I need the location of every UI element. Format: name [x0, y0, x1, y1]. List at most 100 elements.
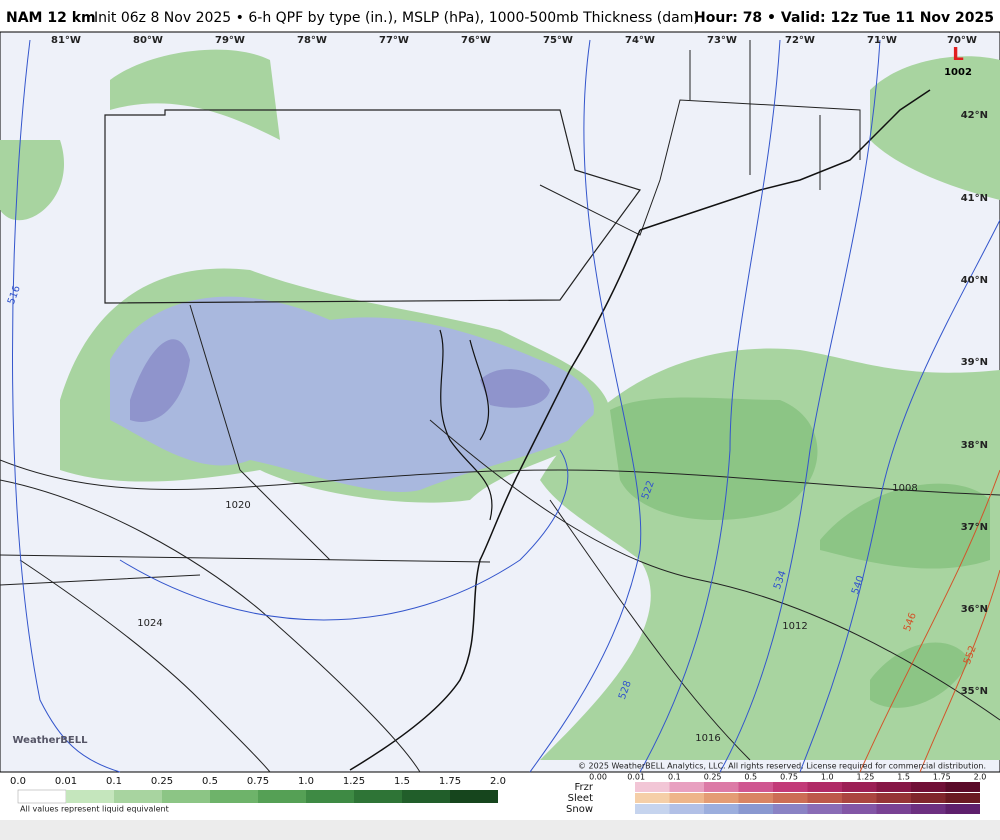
legend [17, 782, 980, 814]
legend-swatch [354, 790, 402, 803]
type-swatch [911, 793, 946, 803]
rain-tick-label: 0.25 [151, 776, 173, 787]
legend-swatch [258, 790, 306, 803]
rain-tick-label: 0.1 [106, 776, 122, 787]
coastline [349, 89, 931, 771]
longitude-label: 76°W [461, 35, 491, 46]
type-swatch [635, 804, 670, 814]
precip-rain [0, 49, 280, 221]
logo: WeatherBELL [12, 735, 88, 746]
valid-time: Hour: 78 • Valid: 12z Tue 11 Nov 2025 [694, 10, 994, 26]
latitude-label: 41°N [961, 193, 988, 204]
type-swatch [945, 804, 980, 814]
type-swatch [704, 782, 739, 792]
type-swatch [842, 804, 877, 814]
thickness-line-warm [859, 469, 1000, 773]
latitude-label: 40°N [961, 275, 988, 286]
state-border [104, 109, 641, 304]
type-tick-label: 1.25 [856, 773, 874, 782]
longitude-label: 78°W [297, 35, 327, 46]
rain-tick-label: 1.0 [298, 776, 314, 787]
type-tick-label: 2.0 [974, 773, 987, 782]
isobar [549, 499, 751, 761]
type-swatch [945, 782, 980, 792]
copyright: © 2025 WeatherBELL Analytics, LLC. All r… [578, 762, 986, 771]
type-swatch [738, 782, 773, 792]
longitude-label: 77°W [379, 35, 409, 46]
type-swatch [635, 782, 670, 792]
type-swatch [704, 793, 739, 803]
type-swatch [876, 782, 911, 792]
type-swatch [773, 793, 808, 803]
legend-swatch [17, 789, 67, 804]
rain-tick-label: 0.5 [202, 776, 218, 787]
type-swatch [945, 793, 980, 803]
rain-tick-label: 2.0 [490, 776, 506, 787]
rain-tick-label: 0.75 [247, 776, 269, 787]
thickness-line [639, 39, 781, 773]
rain-tick-label: 1.75 [439, 776, 461, 787]
legend-swatch [306, 790, 354, 803]
rain-tick-label: 0.0 [10, 776, 26, 787]
longitude-label: 81°W [51, 35, 81, 46]
thickness-line [799, 219, 1000, 773]
isobar [0, 459, 1000, 496]
rain-tick-label: 0.01 [55, 776, 77, 787]
type-tick-label: 0.00 [589, 773, 607, 782]
map [0, 31, 1000, 773]
latitude-label: 36°N [961, 604, 988, 615]
thickness-line [12, 39, 121, 773]
type-swatch [669, 782, 704, 792]
precip-rain [870, 56, 1000, 200]
type-swatch [738, 793, 773, 803]
thickness-line [529, 39, 642, 773]
type-bars [635, 782, 980, 814]
type-swatch [773, 782, 808, 792]
legend-swatch [210, 790, 258, 803]
rain-tick-label: 1.25 [343, 776, 365, 787]
legend-swatch [114, 790, 162, 803]
type-tick-label: 0.1 [668, 773, 681, 782]
isobar-label: 1016 [695, 733, 720, 744]
type-swatch [807, 782, 842, 792]
legend-swatch [162, 790, 210, 803]
type-swatch [911, 804, 946, 814]
latitude-label: 42°N [961, 110, 988, 121]
bottom-strip [0, 820, 1000, 840]
isobar [429, 419, 1000, 721]
type-swatch [911, 782, 946, 792]
isobar-label: 1012 [782, 621, 807, 632]
low-symbol: L [952, 44, 963, 65]
type-tick-label: 0.01 [627, 773, 645, 782]
longitude-label: 80°W [133, 35, 163, 46]
isobar-label: 1008 [892, 483, 917, 494]
type-swatch [704, 804, 739, 814]
type-tick-label: 1.75 [933, 773, 951, 782]
type-swatch [876, 793, 911, 803]
thickness-line [719, 39, 881, 773]
type-swatch [669, 793, 704, 803]
chesapeake-bay [439, 329, 493, 521]
header-description: Init 06z 8 Nov 2025 • 6-h QPF by type (i… [94, 10, 699, 26]
type-swatch [842, 793, 877, 803]
type-tick-label: 0.25 [704, 773, 722, 782]
precip-type-label: Frzr [575, 782, 594, 793]
low-pressure: 1002 [944, 67, 972, 78]
legend-swatch [450, 790, 498, 803]
type-swatch [807, 804, 842, 814]
type-tick-label: 0.75 [780, 773, 798, 782]
type-swatch [842, 782, 877, 792]
isobar-label: 1020 [225, 500, 250, 511]
type-swatch [635, 793, 670, 803]
type-swatch [773, 804, 808, 814]
type-swatch [876, 804, 911, 814]
latitude-label: 37°N [961, 522, 988, 533]
type-tick-label: 0.5 [744, 773, 757, 782]
precip-snow [110, 296, 594, 493]
isobar [19, 559, 271, 773]
isobar-label: 1024 [137, 618, 162, 629]
legend-swatch [402, 790, 450, 803]
longitude-label: 73°W [707, 35, 737, 46]
